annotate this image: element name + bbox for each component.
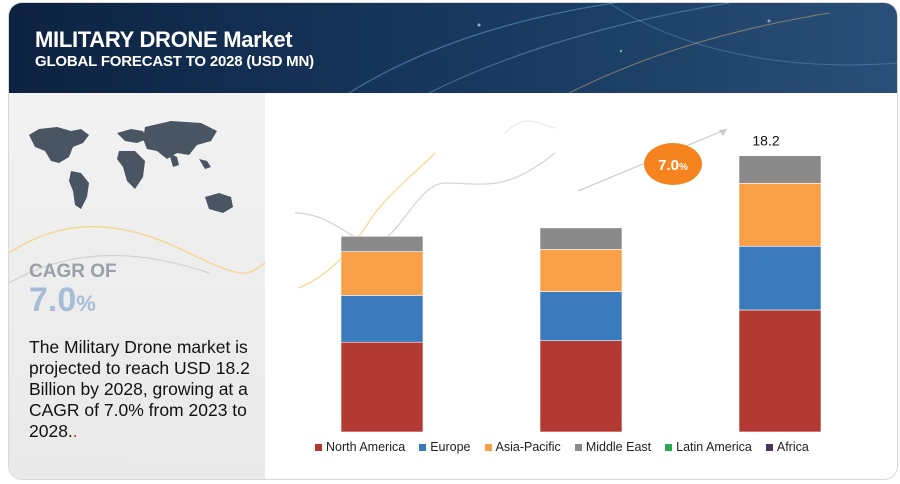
bar-2-north-america xyxy=(539,340,623,433)
cagr-percent-sign: % xyxy=(76,291,96,316)
bar-1-middle-east xyxy=(340,235,424,252)
chart-trend-decoration xyxy=(294,120,556,289)
data-label-bar-3: 18.2 xyxy=(752,133,779,149)
cagr-bubble xyxy=(644,143,702,185)
header-banner: MILITARY DRONE Market GLOBAL FORECAST TO… xyxy=(9,3,897,93)
cagr-bubble-label: 7.0% xyxy=(658,157,688,174)
header-decoration xyxy=(348,3,897,93)
cagr-value: 7.0% xyxy=(29,281,96,320)
bars-group xyxy=(340,155,822,433)
bar-2-europe xyxy=(539,291,623,341)
bar-2-middle-east xyxy=(539,227,623,250)
bar-1-asia-pacific xyxy=(340,251,424,296)
market-description: The Military Drone market is projected t… xyxy=(29,337,265,442)
legend-item-north-america: North America xyxy=(315,440,405,454)
legend-swatch-africa xyxy=(765,443,773,451)
legend-item-europe: Europe xyxy=(419,440,471,454)
legend-label-europe: Europe xyxy=(430,440,471,454)
cagr-label: CAGR OF xyxy=(29,261,117,282)
legend-item-asia-pacific: Asia-Pacific xyxy=(484,440,561,454)
legend-swatch-europe xyxy=(419,443,427,451)
cagr-bubble-number: 7.0 xyxy=(658,157,679,174)
legend-label-africa: Africa xyxy=(776,440,809,454)
legend-item-middle-east: Middle East xyxy=(574,440,652,454)
bar-3-middle-east xyxy=(738,155,822,184)
legend-item-latin-america: Latin America xyxy=(665,440,752,454)
bar-3-north-america xyxy=(738,309,822,433)
world-map-icon xyxy=(29,121,233,213)
legend-swatch-north-america xyxy=(315,443,322,451)
panel-wave-decoration xyxy=(9,225,265,284)
bar-1-north-america xyxy=(340,341,424,433)
legend-label-north-america: North America xyxy=(326,440,406,454)
legend-item-africa: Africa xyxy=(765,440,809,454)
cagr-bubble-pct: % xyxy=(679,162,688,173)
bar-3-asia-pacific xyxy=(738,183,822,247)
page-title: MILITARY DRONE Market xyxy=(35,27,293,52)
cagr-number: 7.0 xyxy=(29,281,77,319)
stacked-bar-chart: 7.0% 18.2 xyxy=(294,120,822,433)
chart-legend: North America Europe Asia-Pacific Middle Ea… xyxy=(315,440,809,454)
legend-label-middle-east: Middle East xyxy=(585,440,652,454)
infographic-frame: MILITARY DRONE Market GLOBAL FORECAST TO… xyxy=(8,2,898,480)
summary-panel: CAGR OF 7.0% The Military Drone market i… xyxy=(9,93,265,479)
legend-swatch-asia-pacific xyxy=(484,443,492,451)
page-subtitle: GLOBAL FORECAST TO 2028 (USD MN) xyxy=(35,53,314,70)
bar-1-europe xyxy=(340,295,424,343)
legend-swatch-latin-america xyxy=(665,443,673,451)
legend-label-latin-america: Latin America xyxy=(676,440,752,454)
description-accent-dot: . xyxy=(72,421,78,441)
legend-label-asia-pacific: Asia-Pacific xyxy=(495,440,561,454)
bar-2-asia-pacific xyxy=(539,249,623,292)
market-description-text: The Military Drone market is projected t… xyxy=(29,337,250,441)
data-labels-group: 18.2 xyxy=(752,133,779,149)
legend-swatch-middle-east xyxy=(574,443,582,451)
bar-3-europe xyxy=(738,245,822,311)
